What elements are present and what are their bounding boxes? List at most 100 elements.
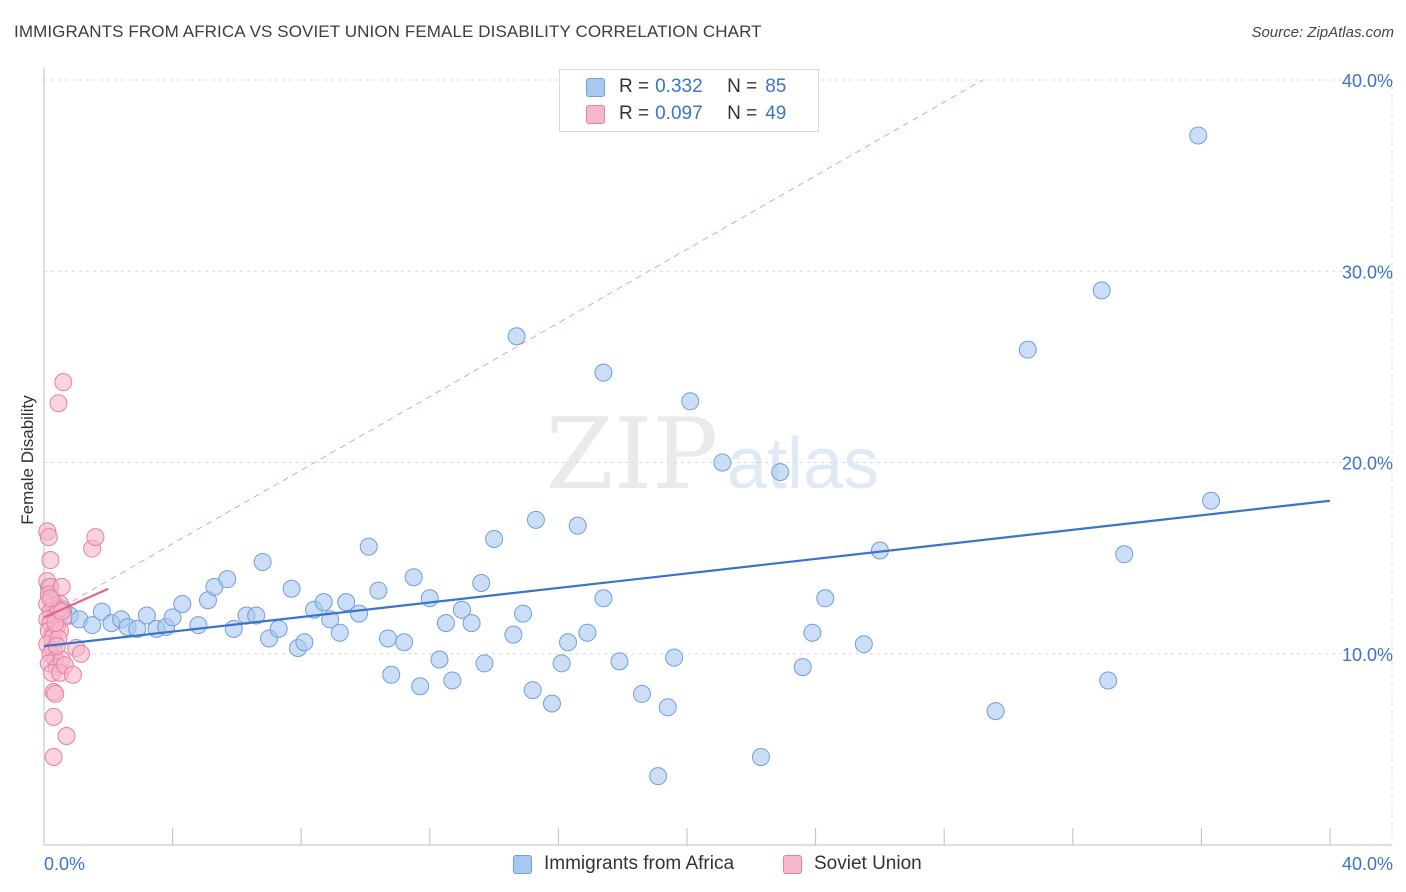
africa-point: [1189, 126, 1208, 145]
soviet-point: [86, 528, 105, 547]
africa-point: [751, 748, 770, 767]
y-axis-label: Female Disability: [18, 395, 37, 525]
soviet-point: [57, 726, 76, 745]
soviet-point: [44, 707, 63, 726]
trend-lines: [43, 499, 1331, 648]
africa-point: [282, 579, 301, 598]
legend-n-value: 85: [765, 76, 787, 97]
y-tick-label: 20.0%: [1342, 454, 1393, 474]
africa-point: [369, 581, 388, 600]
legend-n-value: 49: [765, 103, 787, 124]
watermark: ZIP atlas: [546, 398, 879, 512]
trend-line-africa: [43, 499, 1331, 648]
legend-row-soviet: R = 0.097 N = 49: [586, 102, 786, 126]
legend-r-value: 0.097: [655, 103, 703, 124]
tick-labels: 10.0% 20.0% 30.0% 40.0% 0.0% 40.0%: [44, 71, 1393, 874]
x-tick-label-max: 40.0%: [1342, 854, 1393, 874]
africa-point: [771, 463, 790, 482]
legend-label-africa: Immigrants from Africa: [544, 853, 735, 874]
africa-point: [128, 619, 147, 638]
africa-point: [430, 650, 449, 669]
soviet-point: [46, 684, 65, 703]
africa-point: [382, 665, 401, 684]
africa-point: [1018, 340, 1037, 359]
legend-swatch-africa: [513, 854, 532, 874]
africa-point: [610, 652, 629, 671]
watermark-atlas: atlas: [727, 424, 879, 504]
reference-dashed-line: [43, 79, 984, 618]
africa-point: [475, 654, 494, 673]
series-soviet-union: [38, 373, 105, 767]
africa-point: [1092, 281, 1111, 300]
africa-point: [337, 593, 356, 612]
legend-swatch-africa: [586, 77, 605, 97]
africa-point: [359, 537, 378, 556]
africa-point: [379, 629, 398, 648]
bottom-legend-africa: Immigrants from Africa: [513, 852, 734, 876]
africa-point: [330, 623, 349, 642]
y-tick-label: 40.0%: [1342, 71, 1393, 91]
africa-point: [83, 616, 102, 635]
soviet-point: [71, 644, 90, 663]
y-tick-label: 30.0%: [1342, 262, 1393, 282]
africa-point: [526, 510, 545, 529]
legend-n-label: N =: [727, 103, 758, 124]
africa-point: [443, 671, 462, 690]
soviet-point: [44, 748, 63, 767]
soviet-point: [39, 528, 58, 547]
africa-point: [854, 635, 873, 654]
africa-point: [247, 606, 266, 625]
soviet-point: [41, 551, 60, 570]
africa-point: [92, 602, 111, 621]
africa-point: [253, 552, 272, 571]
reference-line: [43, 79, 984, 618]
africa-point: [552, 654, 571, 673]
africa-point: [594, 363, 613, 382]
africa-point: [269, 619, 288, 638]
x-tick-label-min: 0.0%: [44, 854, 85, 874]
soviet-point: [54, 373, 73, 392]
legend-label-soviet: Soviet Union: [814, 853, 922, 874]
africa-point: [1202, 491, 1221, 510]
legend-r-label: R =: [619, 103, 650, 124]
legend-swatch-soviet: [586, 104, 605, 124]
correlation-legend: R = 0.332 N = 85 R = 0.097 N = 49: [559, 69, 819, 132]
africa-point: [649, 767, 668, 786]
africa-point: [523, 681, 542, 700]
trend-line-soviet: [43, 587, 109, 619]
y-tick-label: 10.0%: [1342, 645, 1393, 665]
legend-r-value: 0.332: [655, 76, 703, 97]
africa-point: [632, 684, 651, 703]
africa-point: [793, 658, 812, 677]
africa-point: [295, 633, 314, 652]
legend-swatch-soviet: [783, 854, 802, 874]
africa-point: [472, 573, 491, 592]
africa-point: [485, 530, 504, 548]
soviet-point: [41, 589, 60, 608]
africa-point: [137, 606, 156, 625]
africa-point: [1099, 671, 1118, 690]
africa-point: [1115, 545, 1134, 564]
africa-point: [658, 698, 677, 717]
africa-point: [404, 568, 423, 587]
africa-point: [163, 608, 182, 627]
africa-point: [314, 593, 333, 612]
africa-point: [559, 633, 578, 652]
chart-title: IMMIGRANTS FROM AFRICA VS SOVIET UNION F…: [14, 22, 762, 41]
africa-point: [713, 453, 732, 472]
africa-point: [594, 589, 613, 608]
africa-point: [816, 589, 835, 608]
soviet-point: [49, 394, 68, 413]
africa-point: [452, 600, 471, 619]
legend-row-africa: R = 0.332 N = 85: [586, 75, 786, 99]
africa-point: [665, 648, 684, 667]
africa-point: [462, 614, 481, 633]
africa-point: [578, 623, 597, 642]
source-label: Source: ZipAtlas.com: [1251, 24, 1394, 41]
soviet-point: [63, 665, 82, 684]
bottom-legend-soviet: Soviet Union: [783, 852, 922, 876]
legend-n-label: N =: [727, 76, 758, 97]
africa-point: [411, 677, 430, 696]
africa-point: [986, 702, 1005, 721]
